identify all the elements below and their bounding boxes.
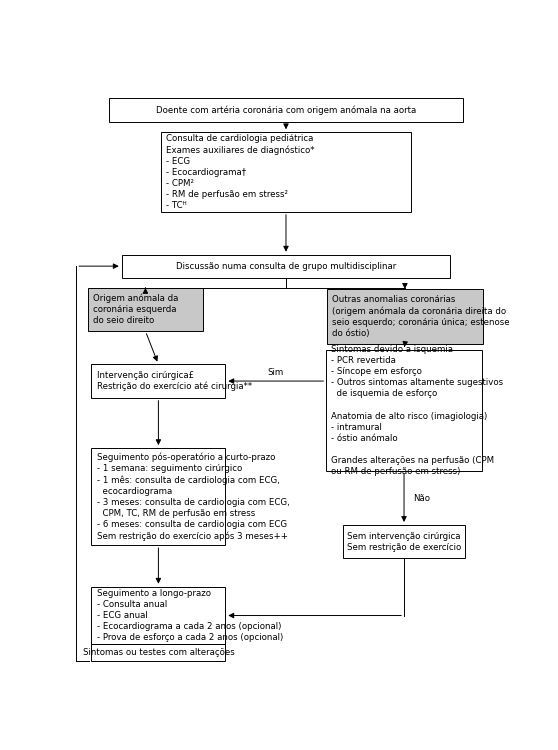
FancyBboxPatch shape xyxy=(327,289,483,344)
Text: Outras anomalias coronárias
(origem anómala da coronária direita do
seio esquerd: Outras anomalias coronárias (origem anóm… xyxy=(332,295,510,338)
FancyBboxPatch shape xyxy=(92,448,225,545)
FancyBboxPatch shape xyxy=(88,288,203,331)
FancyBboxPatch shape xyxy=(92,586,225,644)
Text: Sim: Sim xyxy=(268,368,284,377)
Text: Intervenção cirúrgica£
Restrição do exercício até cirurgia**: Intervenção cirúrgica£ Restrição do exer… xyxy=(97,370,252,392)
Text: Consulta de cardiologia pediátrica
Exames auxiliares de diagnóstico*
- ECG
- Eco: Consulta de cardiologia pediátrica Exame… xyxy=(166,134,314,210)
FancyBboxPatch shape xyxy=(92,644,225,662)
FancyBboxPatch shape xyxy=(161,132,411,212)
FancyBboxPatch shape xyxy=(122,254,450,278)
Text: Seguimento a longo-prazo
- Consulta anual
- ECG anual
- Ecocardiograma a cada 2 : Seguimento a longo-prazo - Consulta anua… xyxy=(97,589,283,642)
FancyBboxPatch shape xyxy=(344,525,465,558)
Text: Sintomas ou testes com alterações: Sintomas ou testes com alterações xyxy=(83,648,234,657)
FancyBboxPatch shape xyxy=(326,350,482,471)
Text: Discussão numa consulta de grupo multidisciplinar: Discussão numa consulta de grupo multidi… xyxy=(176,262,396,271)
Text: Seguimento pós-operatório a curto-prazo
- 1 semana: seguimento cirúrgico
- 1 mês: Seguimento pós-operatório a curto-prazo … xyxy=(97,452,289,541)
Text: Origem anómala da
coronária esquerda
do seio direito: Origem anómala da coronária esquerda do … xyxy=(93,293,179,326)
FancyBboxPatch shape xyxy=(92,364,225,398)
Text: Sem intervenção cirúrgica
Sem restrição de exercício: Sem intervenção cirúrgica Sem restrição … xyxy=(347,532,461,552)
Text: Doente com artéria coronária com origem anómala na aorta: Doente com artéria coronária com origem … xyxy=(156,106,416,115)
Text: Sintomas devido a isquemia
- PCR revertida
- Síncope em esforço
- Outros sintoma: Sintomas devido a isquemia - PCR reverti… xyxy=(331,345,503,476)
FancyBboxPatch shape xyxy=(109,98,463,122)
Text: Não: Não xyxy=(413,494,430,502)
